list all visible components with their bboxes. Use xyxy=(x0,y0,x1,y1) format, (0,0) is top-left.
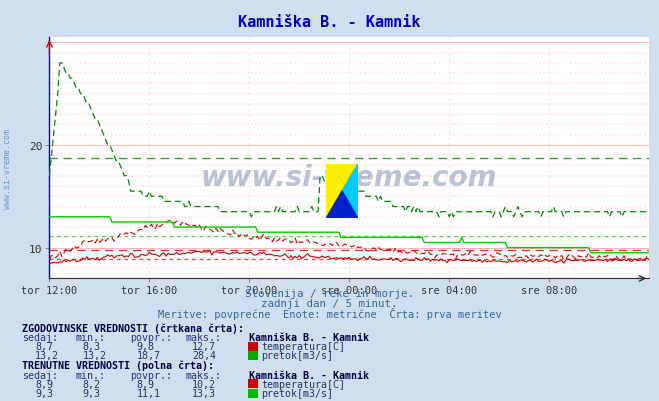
Text: 18,7: 18,7 xyxy=(136,350,160,360)
Polygon shape xyxy=(342,164,358,219)
Text: TRENUTNE VREDNOSTI (polna črta):: TRENUTNE VREDNOSTI (polna črta): xyxy=(22,360,214,370)
Text: pretok[m3/s]: pretok[m3/s] xyxy=(261,389,333,398)
Text: 12,7: 12,7 xyxy=(192,342,215,351)
Text: sedaj:: sedaj: xyxy=(22,370,58,380)
Text: 8,9: 8,9 xyxy=(35,379,53,389)
Polygon shape xyxy=(326,164,358,219)
Text: Kamniška B. - Kamnik: Kamniška B. - Kamnik xyxy=(249,333,369,342)
Text: Slovenija / reke in morje.: Slovenija / reke in morje. xyxy=(245,289,414,298)
Polygon shape xyxy=(326,191,358,219)
Text: Kamniška B. - Kamnik: Kamniška B. - Kamnik xyxy=(239,14,420,30)
Text: Kamniška B. - Kamnik: Kamniška B. - Kamnik xyxy=(249,370,369,380)
Text: min.:: min.: xyxy=(76,370,106,380)
Text: sedaj:: sedaj: xyxy=(22,333,58,342)
Text: 9,3: 9,3 xyxy=(35,389,53,398)
Text: 8,3: 8,3 xyxy=(82,342,100,351)
Text: 13,2: 13,2 xyxy=(82,350,106,360)
Text: temperatura[C]: temperatura[C] xyxy=(261,379,345,389)
Text: www.si-vreme.com: www.si-vreme.com xyxy=(201,164,498,192)
Text: 8,7: 8,7 xyxy=(35,342,53,351)
Text: 28,4: 28,4 xyxy=(192,350,215,360)
Text: www.si-vreme.com: www.si-vreme.com xyxy=(3,128,13,209)
Text: povpr.:: povpr.: xyxy=(130,370,172,380)
Text: 8,9: 8,9 xyxy=(136,379,154,389)
Text: 13,2: 13,2 xyxy=(35,350,59,360)
Text: 13,3: 13,3 xyxy=(192,389,215,398)
Text: 11,1: 11,1 xyxy=(136,389,160,398)
Text: 9,3: 9,3 xyxy=(82,389,100,398)
Text: 8,2: 8,2 xyxy=(82,379,100,389)
Text: maks.:: maks.: xyxy=(185,333,221,342)
Text: 10,2: 10,2 xyxy=(192,379,215,389)
Text: zadnji dan / 5 minut.: zadnji dan / 5 minut. xyxy=(261,298,398,308)
Text: temperatura[C]: temperatura[C] xyxy=(261,342,345,351)
Text: pretok[m3/s]: pretok[m3/s] xyxy=(261,350,333,360)
Text: min.:: min.: xyxy=(76,333,106,342)
Text: maks.:: maks.: xyxy=(185,370,221,380)
Text: povpr.:: povpr.: xyxy=(130,333,172,342)
Text: Meritve: povprečne  Enote: metrične  Črta: prva meritev: Meritve: povprečne Enote: metrične Črta:… xyxy=(158,307,501,319)
Text: 9,8: 9,8 xyxy=(136,342,154,351)
Text: ZGODOVINSKE VREDNOSTI (črtkana črta):: ZGODOVINSKE VREDNOSTI (črtkana črta): xyxy=(22,322,244,333)
